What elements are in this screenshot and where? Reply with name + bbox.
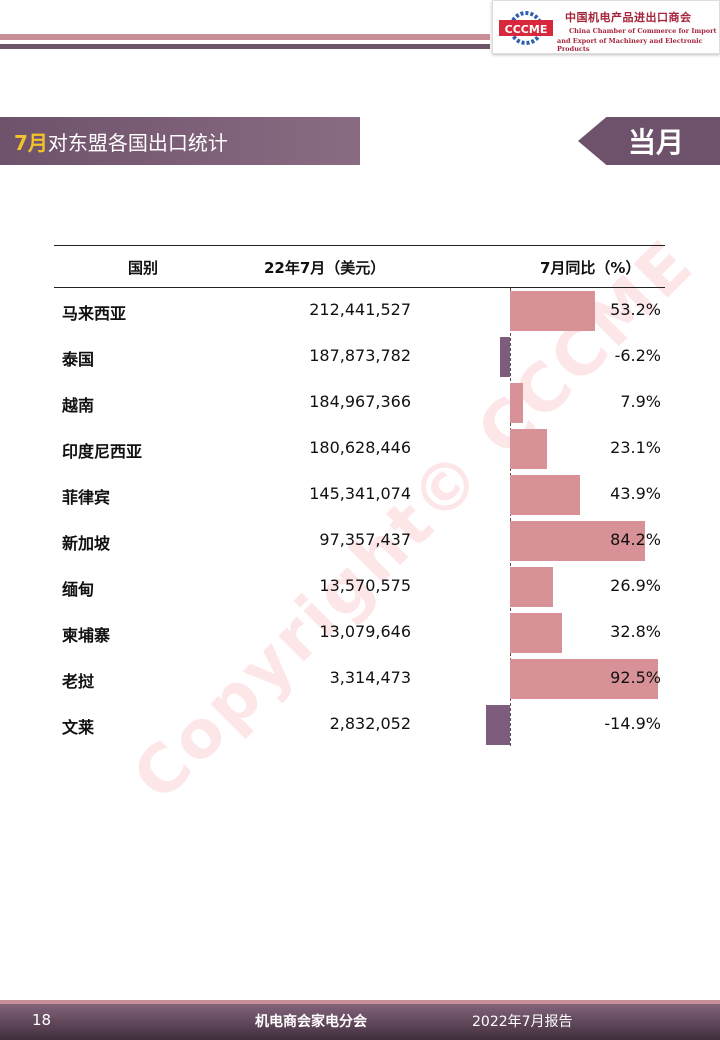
export-value: 180,628,446 (309, 438, 411, 457)
section-title: 对东盟各国出口统计 (47, 130, 228, 155)
country-name: 马来西亚 (62, 304, 127, 323)
export-value: 97,357,437 (319, 530, 411, 549)
yoy-bar (510, 383, 523, 423)
yoy-bar (510, 291, 596, 331)
title-month: 7月 (14, 130, 48, 155)
period-tag: 当月 (578, 117, 720, 165)
export-value: 184,967,366 (309, 392, 411, 411)
header-value: 22年7月（美元） (264, 259, 386, 277)
logo-en-line2: and Export of Machinery and Electronic P… (557, 37, 703, 53)
export-value: 2,832,052 (329, 714, 411, 733)
section-title-banner: 7月 对东盟各国出口统计 (0, 117, 360, 165)
header-yoy: 7月同比（%） (540, 259, 641, 277)
country-name: 印度尼西亚 (62, 442, 143, 461)
yoy-percent: 7.9% (620, 392, 661, 411)
svg-text:CCCME: CCCME (505, 23, 548, 36)
country-name: 文莱 (62, 718, 95, 737)
yoy-percent: -14.9% (604, 714, 661, 733)
page-number: 18 (32, 1011, 52, 1029)
table-row: 文莱 2,832,052 -14.9% (54, 702, 665, 748)
export-value: 13,570,575 (319, 576, 411, 595)
yoy-percent: 26.9% (610, 576, 661, 595)
export-value: 13,079,646 (319, 622, 411, 641)
yoy-percent: 32.8% (610, 622, 661, 641)
table-row: 马来西亚 212,441,527 53.2% (54, 288, 665, 334)
yoy-bar (510, 659, 658, 699)
table-row: 印度尼西亚 180,628,446 23.1% (54, 426, 665, 472)
yoy-bar (510, 521, 645, 561)
table-row: 越南 184,967,366 7.9% (54, 380, 665, 426)
yoy-percent: -6.2% (614, 346, 661, 365)
yoy-bar (510, 475, 581, 515)
export-value: 145,341,074 (309, 484, 411, 503)
top-decor-bar (0, 34, 490, 40)
yoy-percent: 92.5% (610, 668, 661, 687)
logo-cn-name: 中国机电产品进出口商会 (565, 11, 692, 24)
table-row: 柬埔寨 13,079,646 32.8% (54, 610, 665, 656)
country-name: 缅甸 (62, 580, 95, 599)
export-table: 国别 22年7月（美元） 7月同比（%） 马来西亚 212,441,527 53.2… (54, 245, 665, 748)
cccme-logo-mark-icon: CCCME (499, 11, 553, 45)
table-body: 马来西亚 212,441,527 53.2% 泰国 187,873,782 -6.2% 越南… (54, 288, 665, 748)
footer-organization: 机电商会家电分会 (255, 1014, 367, 1030)
yoy-percent: 23.1% (610, 438, 661, 457)
footer-decor-strip (0, 1000, 720, 1004)
country-name: 越南 (62, 396, 95, 415)
period-tag-label: 当月 (627, 126, 684, 159)
yoy-bar (486, 705, 510, 745)
table-header: 国别 22年7月（美元） 7月同比（%） (54, 245, 665, 288)
logo-en-line1: China Chamber of Commerce for Import (569, 27, 717, 35)
country-name: 柬埔寨 (62, 626, 111, 645)
yoy-bar (500, 337, 510, 377)
export-value: 3,314,473 (329, 668, 411, 687)
header-country: 国别 (128, 259, 159, 277)
bar-zero-axis (510, 288, 511, 746)
yoy-percent: 53.2% (610, 300, 661, 319)
page-footer: 18 机电商会家电分会 2022年7月报告 (0, 1000, 720, 1040)
yoy-percent: 84.2% (610, 530, 661, 549)
table-row: 泰国 187,873,782 -6.2% (54, 334, 665, 380)
table-row: 缅甸 13,570,575 26.9% (54, 564, 665, 610)
footer-report-date: 2022年7月报告 (472, 1014, 573, 1030)
table-row: 老挝 3,314,473 92.5% (54, 656, 665, 702)
table-row: 菲律宾 145,341,074 43.9% (54, 472, 665, 518)
country-name: 菲律宾 (62, 488, 111, 507)
yoy-bar (510, 567, 554, 607)
yoy-percent: 43.9% (610, 484, 661, 503)
yoy-bar (510, 613, 563, 653)
country-name: 新加坡 (62, 534, 111, 553)
top-decor-bar-dark (0, 44, 490, 49)
yoy-bar (510, 429, 547, 469)
country-name: 老挝 (62, 672, 95, 691)
table-row: 新加坡 97,357,437 84.2% (54, 518, 665, 564)
export-value: 187,873,782 (309, 346, 411, 365)
export-value: 212,441,527 (309, 300, 411, 319)
country-name: 泰国 (62, 350, 95, 369)
cccme-logo: CCCME 中国机电产品进出口商会 China Chamber of Comme… (492, 0, 720, 54)
